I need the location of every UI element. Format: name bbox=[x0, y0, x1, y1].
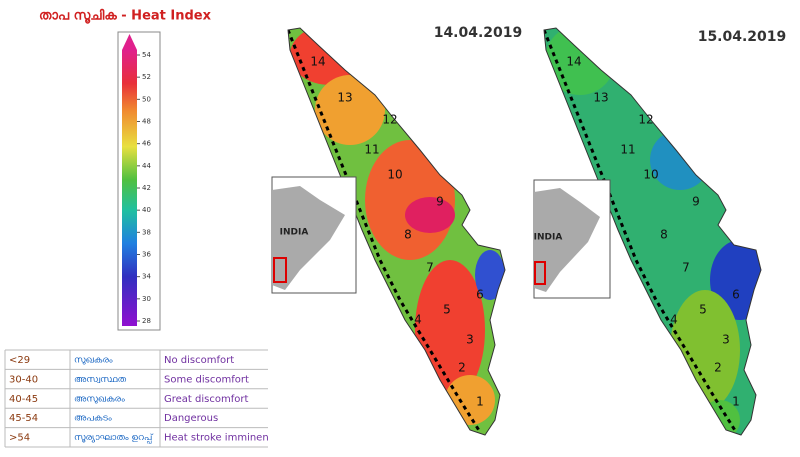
colorbar bbox=[122, 50, 137, 326]
legend-cell: >54 bbox=[9, 433, 30, 444]
tick-label: 50 bbox=[142, 95, 151, 103]
legend-cell: 40-45 bbox=[9, 394, 38, 405]
tick-label: 48 bbox=[142, 118, 151, 126]
district-number: 6 bbox=[476, 288, 484, 302]
district-number: 5 bbox=[443, 303, 451, 317]
legend-cell: <29 bbox=[9, 355, 30, 366]
district-number: 1 bbox=[476, 395, 484, 409]
colorbar-frame bbox=[117, 31, 161, 331]
district-number: 4 bbox=[670, 313, 678, 327]
inset-label: INDIA bbox=[280, 228, 309, 238]
district-number: 2 bbox=[458, 361, 466, 375]
legend-cell: അപകടം bbox=[74, 414, 112, 424]
legend-cell: Heat stroke imminent bbox=[164, 433, 273, 444]
colorbar-ticks: 54 52 50 48 46 44 42 40 38 36 34 30 28 bbox=[137, 51, 151, 325]
district-number: 7 bbox=[682, 261, 690, 275]
legend-cell: 45-54 bbox=[9, 413, 38, 424]
tick-label: 28 bbox=[142, 317, 151, 325]
district-number: 5 bbox=[699, 303, 707, 317]
district-number: 11 bbox=[620, 143, 635, 157]
legend-cell: No discomfort bbox=[164, 355, 234, 366]
district-number: 8 bbox=[404, 228, 412, 242]
tick-label: 46 bbox=[142, 140, 151, 148]
legend-cell: 30-40 bbox=[9, 374, 38, 385]
tick-label: 52 bbox=[142, 73, 151, 81]
district-number: 10 bbox=[387, 168, 402, 182]
colorbar-arrow bbox=[122, 34, 137, 50]
tick-label: 30 bbox=[142, 295, 151, 303]
tick-label: 44 bbox=[142, 162, 151, 170]
legend-cell: അസുഖകരം bbox=[74, 394, 125, 404]
legend-cell: സൂര്യാഘാതം ഉറപ്പ് bbox=[74, 432, 154, 443]
district-number: 8 bbox=[660, 228, 668, 242]
map-labels: 14.04.2019INDIA123456789101112131415.04.… bbox=[280, 25, 787, 409]
map-panel-1 bbox=[271, 27, 506, 436]
district-number: 1 bbox=[732, 395, 740, 409]
tick-label: 38 bbox=[142, 228, 151, 236]
legend-cell: Dangerous bbox=[164, 413, 218, 424]
district-number: 14 bbox=[310, 55, 325, 69]
tick-label: 42 bbox=[142, 184, 151, 192]
district-number: 12 bbox=[382, 113, 397, 127]
district-number: 9 bbox=[692, 195, 700, 209]
district-number: 6 bbox=[732, 288, 740, 302]
district-number: 7 bbox=[426, 261, 434, 275]
tick-label: 54 bbox=[142, 51, 151, 59]
legend-cell: അസ്വസ്ഥത bbox=[74, 375, 127, 385]
district-number: 13 bbox=[337, 91, 352, 105]
district-number: 14 bbox=[566, 55, 581, 69]
district-number: 12 bbox=[638, 113, 653, 127]
district-number: 9 bbox=[436, 195, 444, 209]
district-number: 3 bbox=[466, 333, 474, 347]
legend-table: <29 സുഖകരം No discomfort 30-40 അസ്വസ്ഥത Some … bbox=[4, 349, 273, 448]
tick-label: 40 bbox=[142, 206, 151, 214]
tick-label: 34 bbox=[142, 273, 151, 281]
legend-cell: Some discomfort bbox=[164, 374, 249, 385]
map-date: 14.04.2019 bbox=[434, 25, 523, 41]
legend-cell: സുഖകരം bbox=[74, 356, 113, 366]
tick-label: 36 bbox=[142, 251, 151, 259]
district-number: 2 bbox=[714, 361, 722, 375]
inset-label: INDIA bbox=[534, 233, 563, 243]
district-number: 10 bbox=[643, 168, 658, 182]
legend-cell: Great discomfort bbox=[164, 394, 248, 405]
district-number: 11 bbox=[364, 143, 379, 157]
district-number: 13 bbox=[593, 91, 608, 105]
map-date: 15.04.2019 bbox=[698, 29, 787, 45]
district-number: 4 bbox=[414, 313, 422, 327]
district-number: 3 bbox=[722, 333, 730, 347]
title: താപ സൂചിക - Heat Index bbox=[39, 8, 212, 25]
